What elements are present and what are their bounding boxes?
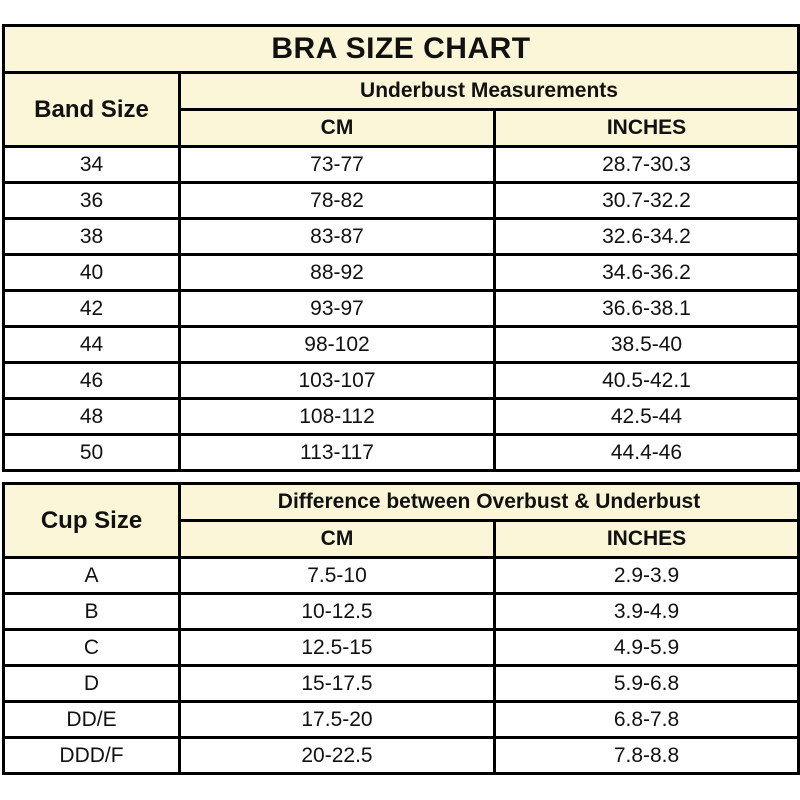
difference-group-header: Difference between Overbust & Underbust — [177, 482, 800, 522]
band-size-cell: 46 — [2, 361, 181, 400]
band-size-cell: 34 — [2, 145, 181, 184]
band-table-row: 36 78-82 30.7-32.2 — [2, 181, 800, 220]
band-cm-cell: 108-112 — [178, 397, 496, 436]
band-table-row: 34 73-77 28.7-30.3 — [2, 145, 800, 184]
cup-table-row: DDD/F 20-22.5 7.8-8.8 — [2, 736, 800, 775]
band-table-row: 38 83-87 32.6-34.2 — [2, 217, 800, 256]
band-inches-cell: 34.6-36.2 — [493, 253, 800, 292]
cup-inches-cell: 6.8-7.8 — [492, 700, 800, 739]
band-inches-cell: 28.7-30.3 — [493, 145, 800, 184]
band-table-row: 42 93-97 36.6-38.1 — [2, 289, 800, 328]
band-inches-cell: 42.5-44 — [493, 397, 800, 436]
band-inches-column-header: INCHES — [493, 108, 800, 148]
band-inches-cell: 32.6-34.2 — [493, 217, 800, 256]
cup-cm-cell: 12.5-15 — [178, 628, 496, 667]
cup-size-cell: DDD/F — [2, 736, 181, 775]
cup-inches-cell: 5.9-6.8 — [492, 664, 800, 703]
band-table-row: 50 113-117 44.4-46 — [2, 433, 800, 472]
band-cm-cell: 98-102 — [178, 325, 496, 364]
cup-inches-cell: 2.9-3.9 — [492, 556, 800, 595]
band-size-cell: 40 — [2, 253, 181, 292]
cup-inches-cell: 3.9-4.9 — [492, 592, 800, 631]
band-table-row: 40 88-92 34.6-36.2 — [2, 253, 800, 292]
cup-cm-cell: 10-12.5 — [178, 592, 496, 631]
band-cm-cell: 78-82 — [178, 181, 496, 220]
band-size-table: BRA SIZE CHART Band Size Underbust Measu… — [2, 24, 800, 472]
band-size-cell: 38 — [2, 217, 181, 256]
band-table-row: 48 108-112 42.5-44 — [2, 397, 800, 436]
cup-size-cell: A — [2, 556, 181, 595]
cup-subheader-row: CM INCHES — [4, 519, 800, 559]
band-inches-cell: 38.5-40 — [493, 325, 800, 364]
band-size-header: Band Size — [2, 71, 181, 148]
band-subheader-row: CM INCHES — [4, 108, 800, 148]
cup-cm-cell: 20-22.5 — [178, 736, 496, 775]
underbust-group-header: Underbust Measurements — [178, 71, 800, 111]
cup-inches-column-header: INCHES — [492, 519, 800, 559]
band-cm-column-header: CM — [178, 108, 496, 148]
cup-cm-cell: 7.5-10 — [178, 556, 496, 595]
cup-size-cell: D — [2, 664, 181, 703]
cup-table-row: D 15-17.5 5.9-6.8 — [2, 664, 800, 703]
cup-size-cell: B — [2, 592, 181, 631]
band-table-row: 46 103-107 40.5-42.1 — [2, 361, 800, 400]
band-size-cell: 44 — [2, 325, 181, 364]
band-cm-cell: 113-117 — [178, 433, 496, 472]
cup-group-header-row: Cup Size Difference between Overbust & U… — [2, 482, 800, 559]
band-size-cell: 48 — [2, 397, 181, 436]
cup-inches-cell: 4.9-5.9 — [492, 628, 800, 667]
cup-table-row: B 10-12.5 3.9-4.9 — [2, 592, 800, 631]
band-cm-cell: 83-87 — [178, 217, 496, 256]
cup-table-row: DD/E 17.5-20 6.8-7.8 — [2, 700, 800, 739]
band-inches-cell: 36.6-38.1 — [493, 289, 800, 328]
cup-inches-cell: 7.8-8.8 — [492, 736, 800, 775]
band-table-body: 34 73-77 28.7-30.3 36 78-82 30.7-32.2 38… — [2, 145, 800, 472]
band-table-row: 44 98-102 38.5-40 — [2, 325, 800, 364]
cup-table-row: A 7.5-10 2.9-3.9 — [2, 556, 800, 595]
band-size-cell: 50 — [2, 433, 181, 472]
band-cm-cell: 103-107 — [178, 361, 496, 400]
title-row: BRA SIZE CHART — [2, 24, 800, 74]
cup-size-cell: DD/E — [2, 700, 181, 739]
cup-cm-cell: 17.5-20 — [178, 700, 496, 739]
cup-cm-column-header: CM — [178, 519, 496, 559]
band-inches-cell: 40.5-42.1 — [493, 361, 800, 400]
band-size-cell: 36 — [2, 181, 181, 220]
cup-size-cell: C — [2, 628, 181, 667]
band-group-header-row: Band Size Underbust Measurements — [2, 71, 800, 148]
band-inches-cell: 44.4-46 — [493, 433, 800, 472]
band-cm-cell: 73-77 — [178, 145, 496, 184]
band-inches-cell: 30.7-32.2 — [493, 181, 800, 220]
band-size-cell: 42 — [2, 289, 181, 328]
cup-table-body: A 7.5-10 2.9-3.9 B 10-12.5 3.9-4.9 C 12.… — [2, 556, 800, 775]
chart-title: BRA SIZE CHART — [2, 24, 800, 74]
cup-cm-cell: 15-17.5 — [178, 664, 496, 703]
cup-table-row: C 12.5-15 4.9-5.9 — [2, 628, 800, 667]
cup-size-header: Cup Size — [2, 482, 181, 559]
band-cm-cell: 93-97 — [178, 289, 496, 328]
band-cm-cell: 88-92 — [178, 253, 496, 292]
cup-size-table: Cup Size Difference between Overbust & U… — [2, 482, 800, 775]
